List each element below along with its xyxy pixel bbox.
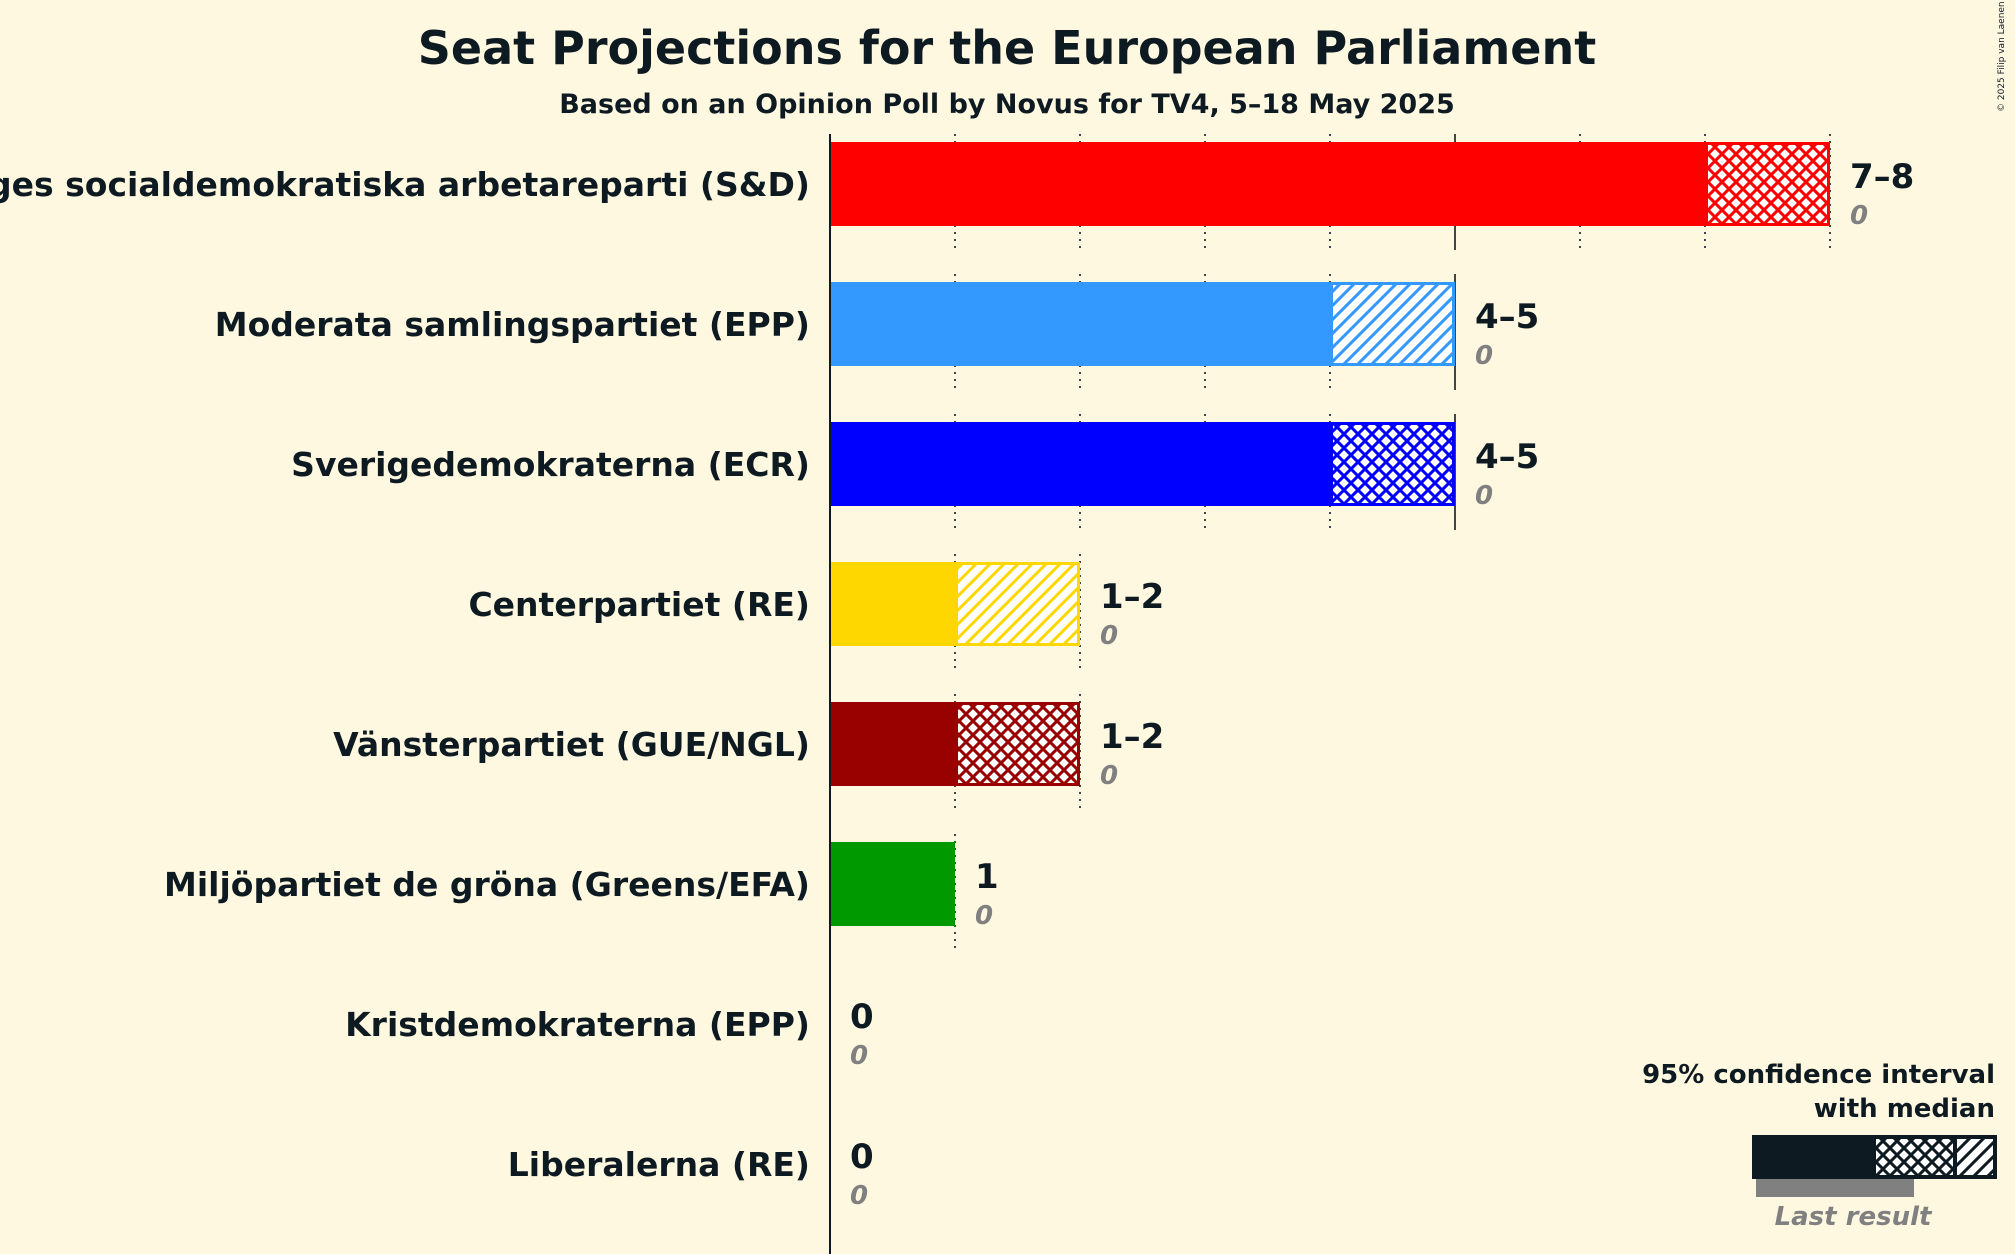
party-1-last-label: 0 [1850,201,1868,231]
party-4-bar-solid [830,562,955,646]
legend-solid-swatch [1752,1135,1874,1179]
party-2-range-label: 4–5 [1475,297,1539,337]
party-7-label: Kristdemokraterna (EPP) [345,1005,810,1044]
party-4-last-label: 0 [1100,621,1118,651]
party-3-bar-ci [1330,422,1455,506]
party-2-bar-solid [830,282,1330,366]
party-3-last-label: 0 [1475,481,1493,511]
party-7-range-label: 0 [850,997,874,1037]
legend-title-line1: 95% confidence interval [1642,1060,1995,1090]
chart-title: Seat Projections for the European Parlia… [418,21,1596,75]
party-3-label: Sverigedemokraterna (ECR) [291,445,810,484]
party-4-range-label: 1–2 [1100,577,1164,617]
party-6-range-label: 1 [975,857,999,897]
party-5-bar-ci [955,702,1080,786]
copyright-text: © 2025 Filip van Laenen [1997,1,2007,112]
party-1-bar-ci [1705,142,1830,226]
party-1-range-label: 7–8 [1850,157,1914,197]
chart-subtitle: Based on an Opinion Poll by Novus for TV… [559,89,1455,120]
party-2-bar-ci [1330,282,1455,366]
party-2-label: Moderata samlingspartiet (EPP) [215,305,810,344]
party-8-range-label: 0 [850,1137,874,1177]
party-3-bar-solid [830,422,1330,506]
bar-labels: Sveriges socialdemokratiska arbetarepart… [0,157,1914,1211]
party-5-last-label: 0 [1100,761,1118,791]
legend-last-result-label: Last result [1775,1202,1933,1232]
party-1-label: Sveriges socialdemokratiska arbetarepart… [0,165,810,204]
party-6-label: Miljöpartiet de gröna (Greens/EFA) [164,865,810,904]
party-8-last-label: 0 [850,1181,868,1211]
party-4-bar-ci [955,562,1080,646]
party-5-bar-solid [830,702,955,786]
legend-title-line2: with median [1814,1094,1995,1124]
party-5-label: Vänsterpartiet (GUE/NGL) [333,725,810,764]
party-6-last-label: 0 [975,901,993,931]
party-8-label: Liberalerna (RE) [508,1145,810,1184]
party-1-bar-solid [830,142,1705,226]
party-3-range-label: 4–5 [1475,437,1539,477]
bars [829,142,1830,1206]
party-7-last-label: 0 [850,1041,868,1071]
legend-diagonal-swatch [1953,1135,1997,1179]
party-5-range-label: 1–2 [1100,717,1164,757]
legend: 95% confidence interval with median Last… [1642,1060,1997,1232]
party-6-bar-solid [830,842,955,926]
legend-cross-swatch [1872,1135,1957,1179]
legend-last-result-bar [1756,1176,1914,1197]
party-2-last-label: 0 [1475,341,1493,371]
party-4-label: Centerpartiet (RE) [468,585,810,624]
